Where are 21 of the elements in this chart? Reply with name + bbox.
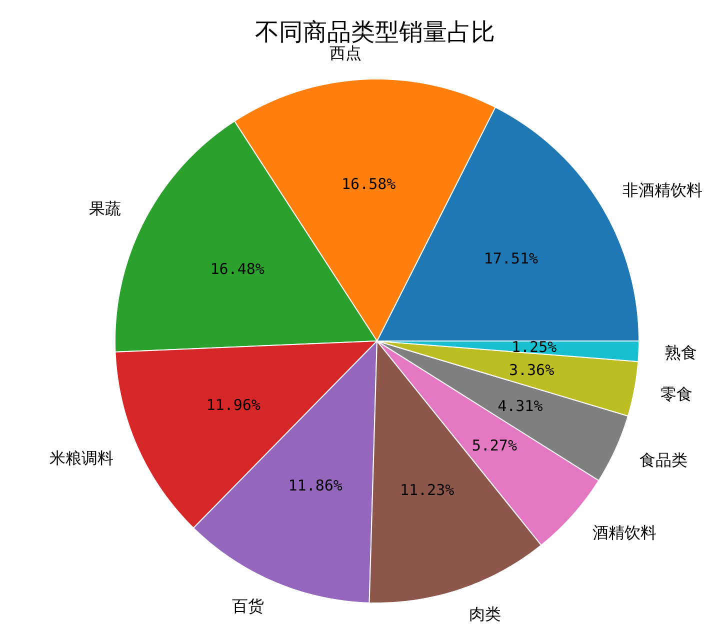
slice-label: 肉类	[468, 604, 501, 624]
data-label: 4.31%	[498, 396, 543, 415]
slice-label: 非酒精饮料	[622, 180, 703, 200]
slice-label: 西点	[330, 44, 362, 63]
slice-label: 百货	[232, 596, 264, 616]
slice-label: 熟食	[664, 342, 697, 362]
slice-label: 酒精饮料	[592, 523, 656, 542]
slice-label: 米粮调料	[50, 448, 114, 468]
slice-label: 果蔬	[88, 199, 121, 218]
data-label: 16.58%	[342, 175, 396, 194]
data-label: 11.96%	[206, 396, 260, 414]
data-label: 5.27%	[472, 436, 517, 455]
slice-label: 零食	[660, 384, 692, 404]
data-label: 16.48%	[210, 260, 264, 278]
slice-label: 食品类	[639, 450, 688, 470]
data-label: 1.25%	[512, 338, 557, 356]
data-label: 3.36%	[508, 360, 554, 379]
data-label: 11.86%	[288, 476, 342, 495]
data-label: 17.51%	[484, 250, 538, 268]
chart-title: 不同商品类型销量占比	[255, 18, 495, 46]
data-label: 11.23%	[400, 481, 454, 500]
